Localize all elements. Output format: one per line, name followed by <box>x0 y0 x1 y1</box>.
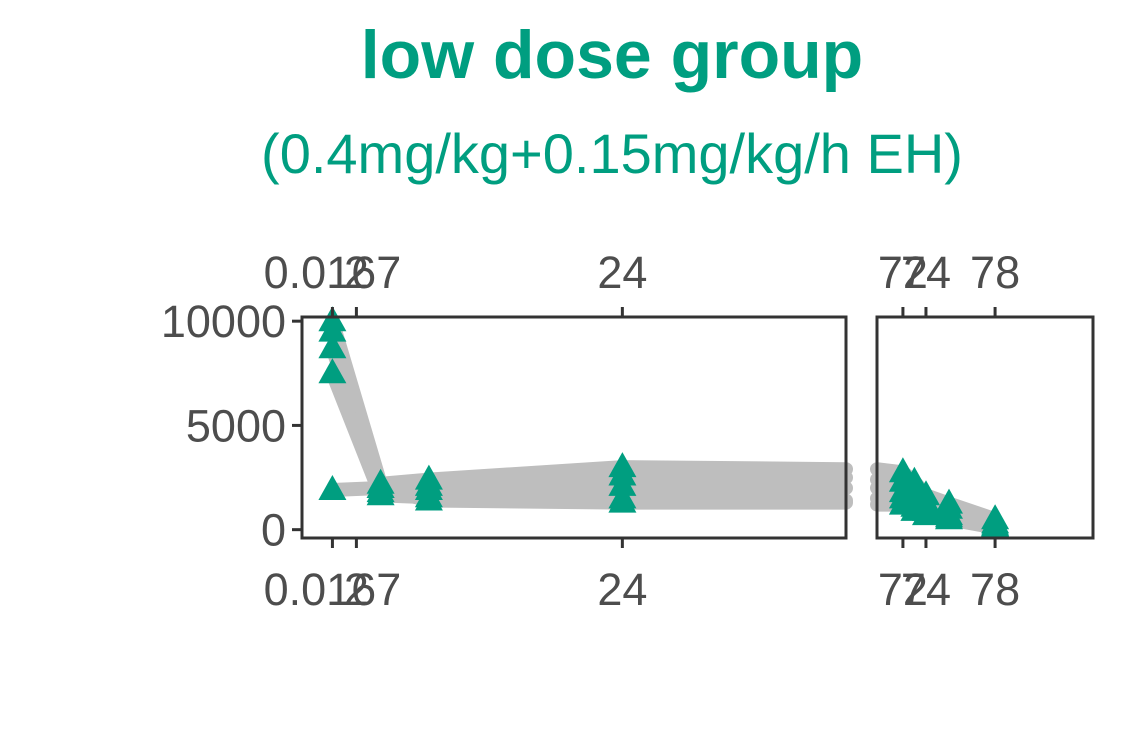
bottom-x-tick-label: 78 <box>970 564 1020 615</box>
data-point-subject-5 <box>912 500 940 526</box>
y-tick-label: 0 <box>261 505 286 556</box>
chart-subtitle: (0.4mg/kg+0.15mg/kg/h EH) <box>261 122 963 185</box>
y-tick-label: 5000 <box>186 400 286 451</box>
data-point-subject-5 <box>935 504 963 530</box>
top-x-tick-label: 2 <box>344 247 369 298</box>
data-point-subject-5 <box>366 473 395 498</box>
bottom-x-tick-label: 2 <box>344 564 369 615</box>
right-panel-frame <box>875 315 1095 540</box>
data-point-subject-5 <box>981 512 1010 538</box>
chart-title: low dose group <box>361 17 863 93</box>
top-x-tick-label: 74 <box>901 247 951 298</box>
bottom-x-tick-label: 24 <box>597 564 647 615</box>
subject-1-line-left <box>325 314 853 491</box>
data-markers <box>318 306 1010 538</box>
data-point-subject-2 <box>318 316 347 342</box>
data-point-subject-5 <box>414 485 443 511</box>
top-x-tick-label: 0.0167 <box>264 247 402 298</box>
data-point-subject-5 <box>608 487 637 513</box>
bottom-x-tick-label: 74 <box>901 564 951 615</box>
left-panel-frame <box>300 315 848 540</box>
y-tick-label: 10000 <box>161 296 286 347</box>
top-x-tick-label: 24 <box>597 247 647 298</box>
data-point-subject-4 <box>318 358 347 384</box>
bottom-x-tick-label: 72 <box>878 564 928 615</box>
top-x-tick-label: 78 <box>970 247 1020 298</box>
data-point-subject-5 <box>318 475 347 500</box>
data-point-subject-3 <box>318 333 347 359</box>
bottom-x-tick-label: 0.0167 <box>264 564 402 615</box>
top-x-tick-label: 72 <box>878 247 928 298</box>
